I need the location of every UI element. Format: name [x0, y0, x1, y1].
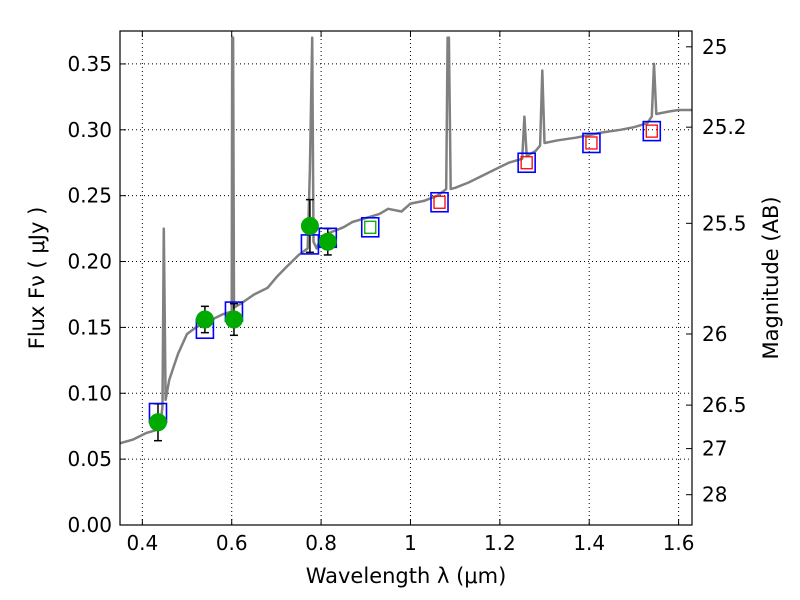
y2-tick-label: 25.5	[702, 211, 747, 235]
model-square-marker	[642, 120, 662, 142]
observed-point	[300, 216, 319, 235]
x-tick-label: 0.4	[126, 531, 158, 555]
y-tick-label: 0.05	[67, 447, 112, 471]
spectrum-layer	[119, 36, 692, 445]
predicted-square-marker	[433, 195, 446, 209]
grid-lines	[120, 31, 692, 526]
model-points-layer	[148, 120, 662, 424]
y-tick-label: 0.20	[67, 250, 112, 274]
x-tick-label: 1.2	[484, 531, 516, 555]
x-axis: 0.4 0.6 0.8 1 1.2 1.4 1.6	[126, 31, 695, 555]
model-square-marker	[360, 216, 380, 238]
observed-point	[318, 232, 337, 251]
y2-tick-label: 26	[702, 322, 727, 346]
model-square-marker	[430, 191, 449, 213]
y2-tick-label: 26.5	[702, 393, 747, 417]
y-tick-label: 0.10	[67, 381, 112, 405]
predicted-square-marker	[645, 124, 658, 138]
spectrum-line	[119, 36, 692, 445]
observed-points-layer	[148, 216, 337, 432]
y2-axis-label: Magnitude (AB)	[759, 196, 783, 359]
x-tick-label: 1.4	[573, 531, 605, 555]
y-axis-left: 0.00 0.05 0.10 0.15 0.20 0.25 0.30 0.35	[67, 52, 126, 537]
x-tick-label: 0.6	[216, 531, 248, 555]
y-tick-label: 0.00	[67, 513, 112, 537]
y-tick-label: 0.30	[67, 118, 112, 142]
observed-point	[224, 310, 243, 329]
y2-tick-label: 25.2	[702, 115, 747, 139]
y-tick-label: 0.15	[67, 315, 112, 339]
y-axis-right: 25 25.2 25.5 26 26.5 27 28	[686, 35, 747, 507]
predicted-square-marker	[520, 156, 533, 170]
plot-frame	[119, 30, 693, 526]
x-tick-label: 0.8	[305, 531, 337, 555]
x-tick-label: 1	[404, 531, 417, 555]
observed-point	[195, 310, 214, 329]
y2-tick-label: 25	[702, 35, 727, 59]
observed-point	[148, 413, 167, 432]
y2-tick-label: 27	[702, 437, 727, 461]
x-axis-label: Wavelength λ (μm)	[306, 564, 507, 588]
y-tick-label: 0.35	[67, 52, 112, 76]
y-tick-label: 0.25	[67, 184, 112, 208]
y-axis-label: Flux Fν ( μJy )	[25, 207, 49, 350]
x-tick-label: 1.6	[663, 531, 695, 555]
y2-tick-label: 28	[702, 483, 727, 507]
predicted-points-layer	[364, 124, 658, 234]
model-square-marker	[582, 132, 601, 154]
model-square-marker	[517, 152, 536, 174]
predicted-square-marker	[585, 136, 598, 150]
predicted-square-marker	[364, 220, 377, 234]
